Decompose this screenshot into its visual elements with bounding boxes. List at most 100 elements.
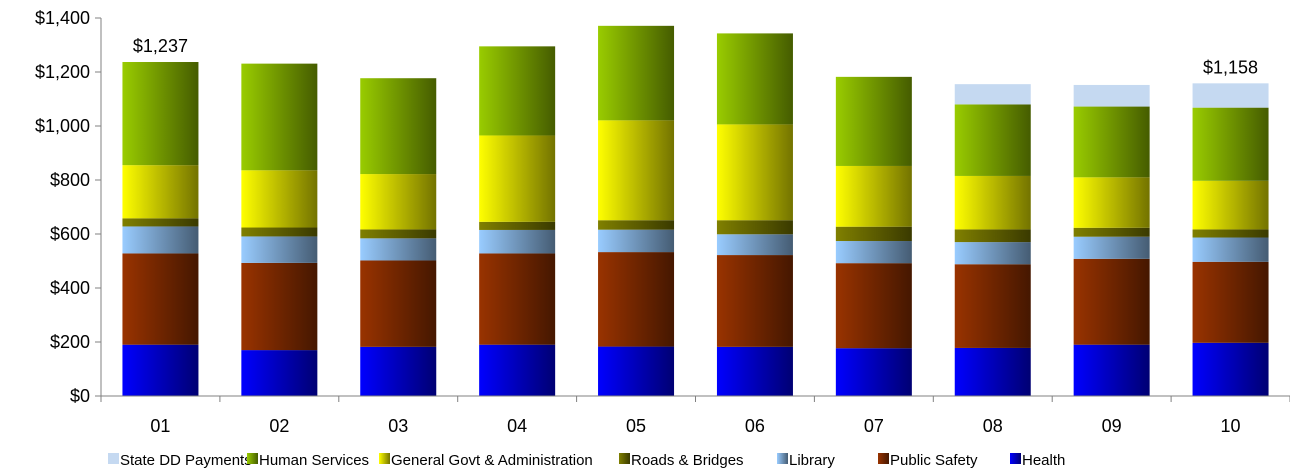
bar-segment-roads-bridges-08 (954, 229, 1031, 243)
bar-segment-library-04 (479, 229, 556, 254)
bar-segment-library-07 (835, 241, 912, 264)
labels-layer: $1,237 $1,158 (133, 36, 1258, 77)
legend-item-human-services: Human Services (247, 452, 369, 469)
x-category-label: 07 (864, 416, 884, 436)
legend-swatch (1010, 453, 1021, 464)
x-category-label: 02 (269, 416, 289, 436)
y-tick-label: $800 (50, 170, 90, 190)
y-tick-label: $1,400 (35, 8, 90, 28)
bar-segment-library-10 (1192, 237, 1269, 262)
bar-segment-roads-bridges-10 (1192, 229, 1269, 238)
bar-segment-roads-bridges-01 (122, 218, 199, 227)
y-tick-label: $1,000 (35, 116, 90, 136)
bar-segment-human-services-07 (835, 76, 912, 166)
bar-segment-human-services-05 (598, 25, 675, 121)
bar-total-label: $1,158 (1203, 57, 1258, 77)
bar-segment-library-08 (954, 242, 1031, 265)
bar-segment-human-services-03 (360, 78, 437, 175)
bar-segment-roads-bridges-09 (1073, 227, 1150, 237)
bar-segment-general-govt-administration-01 (122, 165, 199, 219)
bar-segment-health-08 (954, 347, 1031, 396)
bar-segment-state-dd-payments-09 (1073, 84, 1150, 107)
bar-segment-state-dd-payments-08 (954, 84, 1031, 105)
bar-segment-health-01 (122, 344, 199, 396)
bar-segment-general-govt-administration-06 (716, 124, 793, 221)
bar-segment-public-safety-08 (954, 264, 1031, 348)
bar-segment-general-govt-administration-08 (954, 175, 1031, 230)
legend-label: Public Safety (890, 452, 978, 469)
bar-segment-general-govt-administration-07 (835, 165, 912, 227)
bar-segment-general-govt-administration-09 (1073, 177, 1150, 228)
bars-layer (122, 25, 1269, 396)
bar-segment-library-06 (716, 234, 793, 256)
y-tick-label: $0 (70, 386, 90, 406)
bar-segment-public-safety-07 (835, 263, 912, 349)
legend-swatch (619, 453, 630, 464)
bar-segment-public-safety-09 (1073, 258, 1150, 345)
legend-item-state-dd-payments: State DD Payments (108, 452, 252, 469)
x-category-label: 04 (507, 416, 527, 436)
bar-segment-public-safety-10 (1192, 261, 1269, 343)
legend-swatch (878, 453, 889, 464)
bar-segment-general-govt-administration-10 (1192, 180, 1269, 230)
bar-segment-roads-bridges-05 (598, 220, 675, 230)
bar-segment-human-services-01 (122, 62, 199, 166)
legend-label: Health (1022, 452, 1065, 469)
bar-segment-library-02 (241, 236, 318, 263)
bar-segment-roads-bridges-04 (479, 221, 556, 230)
bar-segment-public-safety-04 (479, 253, 556, 345)
legend-label: Human Services (259, 452, 369, 469)
bar-segment-state-dd-payments-10 (1192, 83, 1269, 108)
x-category-label: 10 (1221, 416, 1241, 436)
bar-segment-human-services-09 (1073, 106, 1150, 178)
x-category-label: 03 (388, 416, 408, 436)
bar-segment-public-safety-01 (122, 253, 199, 345)
axes-layer: $0 $200 $400 $600 $800 $1,000 $1,200 $1,400 01 02… (35, 8, 1290, 436)
legend-label: State DD Payments (120, 452, 252, 469)
y-tick-label: $1,200 (35, 62, 90, 82)
bar-segment-general-govt-administration-04 (479, 135, 556, 222)
bar-segment-human-services-08 (954, 104, 1031, 176)
bar-segment-library-01 (122, 226, 199, 254)
bar-total-label: $1,237 (133, 36, 188, 56)
bar-segment-library-05 (598, 229, 675, 253)
bar-segment-public-safety-05 (598, 252, 675, 347)
bar-segment-public-safety-03 (360, 260, 437, 347)
bar-segment-general-govt-administration-03 (360, 174, 437, 230)
x-category-label: 05 (626, 416, 646, 436)
legend-item-roads-bridges: Roads & Bridges (619, 452, 744, 469)
bar-segment-library-03 (360, 238, 437, 261)
bar-segment-general-govt-administration-02 (241, 170, 318, 228)
bar-segment-health-02 (241, 350, 318, 396)
bar-segment-general-govt-administration-05 (598, 120, 675, 221)
bar-segment-health-07 (835, 348, 912, 396)
legend-item-library: Library (777, 452, 835, 469)
bar-segment-health-06 (716, 346, 793, 396)
legend-item-health: Health (1010, 452, 1065, 469)
legend-label: General Govt & Administration (391, 452, 593, 469)
y-tick-label: $400 (50, 278, 90, 298)
bar-segment-health-10 (1192, 342, 1269, 396)
bar-segment-public-safety-02 (241, 262, 318, 351)
legend-swatch (777, 453, 788, 464)
bar-segment-health-03 (360, 346, 437, 396)
x-category-label: 08 (983, 416, 1003, 436)
legend-swatch (108, 453, 119, 464)
legend-label: Library (789, 452, 835, 469)
bar-segment-human-services-04 (479, 46, 556, 136)
bar-segment-health-09 (1073, 344, 1150, 396)
bar-segment-roads-bridges-06 (716, 220, 793, 235)
x-category-label: 01 (150, 416, 170, 436)
bar-segment-roads-bridges-03 (360, 229, 437, 239)
y-tick-label: $200 (50, 332, 90, 352)
x-category-label: 06 (745, 416, 765, 436)
legend-item-general-govt-administration: General Govt & Administration (379, 452, 593, 469)
y-tick-label: $600 (50, 224, 90, 244)
bar-segment-roads-bridges-02 (241, 227, 318, 237)
bar-segment-human-services-10 (1192, 107, 1269, 181)
legend-swatch (247, 453, 258, 464)
legend-item-public-safety: Public Safety (878, 452, 978, 469)
legend-label: Roads & Bridges (631, 452, 744, 469)
